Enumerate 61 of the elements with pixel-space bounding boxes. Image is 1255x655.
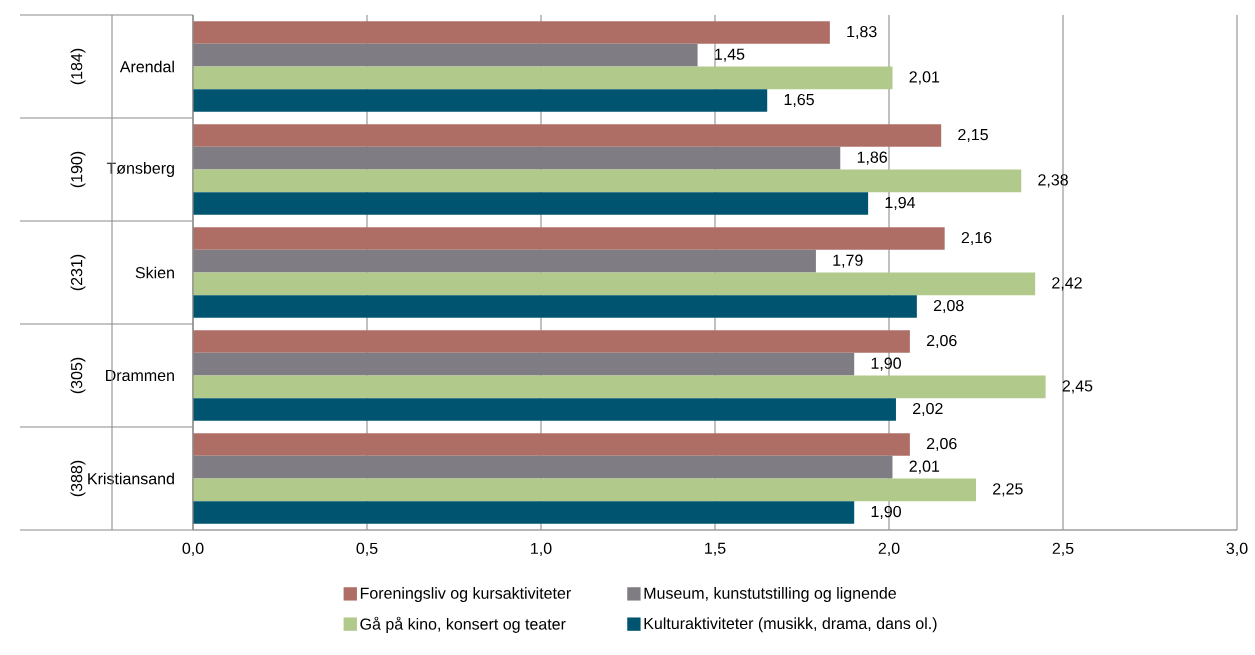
bar: [193, 21, 830, 44]
data-label: 2,45: [1062, 380, 1093, 394]
data-label: 2,38: [1038, 174, 1068, 188]
bar: [193, 169, 1022, 193]
data-label: 2,01: [909, 71, 940, 85]
y-tick-label: Tønsberg: [106, 162, 174, 177]
x-tick-label: 1,0: [531, 542, 552, 556]
bar: [193, 192, 869, 215]
bar: [193, 272, 1036, 296]
data-label: 2,06: [926, 437, 957, 452]
bar: [193, 433, 910, 456]
text: (190): [70, 151, 86, 188]
bar: [193, 478, 976, 502]
data-label: 1,86: [857, 151, 887, 165]
data-label: 1,90: [871, 505, 901, 520]
data-label: 2,25: [993, 483, 1023, 497]
bar: [193, 146, 841, 170]
bar: [193, 398, 896, 421]
bar: [193, 43, 698, 67]
x-tick-label: 1,5: [705, 542, 726, 556]
legend-label: Gå på kino, konsert og teater: [360, 616, 566, 633]
bar: [193, 295, 917, 318]
x-tick-label: 3,0: [1226, 542, 1248, 556]
data-label: 1,83: [847, 25, 877, 40]
text: (231): [70, 254, 86, 291]
bar: [193, 66, 893, 90]
legend-label: Foreningsliv og kursaktiviteter: [360, 587, 571, 603]
x-tick-label: 2,0: [878, 542, 900, 556]
bar: [193, 352, 855, 376]
x-tick-label: 0,0: [182, 542, 204, 556]
bar: [193, 455, 893, 479]
bar: [193, 375, 1046, 399]
y-tick-label: Drammen: [106, 369, 174, 382]
text: (388): [70, 460, 86, 497]
data-label: 1,79: [833, 254, 863, 268]
data-label: 2,06: [926, 334, 957, 349]
data-label: 2,42: [1052, 277, 1082, 291]
text: (184): [70, 48, 86, 85]
bar: [193, 227, 945, 250]
data-label: 1,94: [885, 196, 916, 211]
legend-label: Kulturaktiviteter (musikk, drama, dans ol.): [644, 617, 937, 633]
x-tick-label: 2,5: [1052, 542, 1074, 556]
legend-label: Museum, kunstutstilling og lignende: [644, 587, 896, 603]
y-tick-label: Skien: [135, 266, 174, 279]
bar: [193, 249, 816, 273]
data-label: 2,16: [961, 231, 992, 246]
data-label: 1,65: [784, 93, 814, 108]
bar: [193, 330, 910, 353]
y-tick-label: Kristiansand: [88, 472, 174, 485]
bar: [193, 501, 855, 524]
data-label: 2,08: [933, 299, 964, 314]
data-label: 2,02: [913, 402, 943, 417]
bar: [193, 124, 942, 147]
data-label: 2,15: [958, 128, 988, 143]
data-label: 1,90: [871, 357, 901, 371]
text: (305): [70, 357, 86, 394]
data-label: 1,45: [715, 48, 745, 62]
bar: [193, 89, 768, 112]
data-label: 2,01: [909, 460, 940, 474]
y-tick-label: Arendal: [119, 60, 174, 73]
x-tick-label: 0,5: [356, 542, 378, 556]
